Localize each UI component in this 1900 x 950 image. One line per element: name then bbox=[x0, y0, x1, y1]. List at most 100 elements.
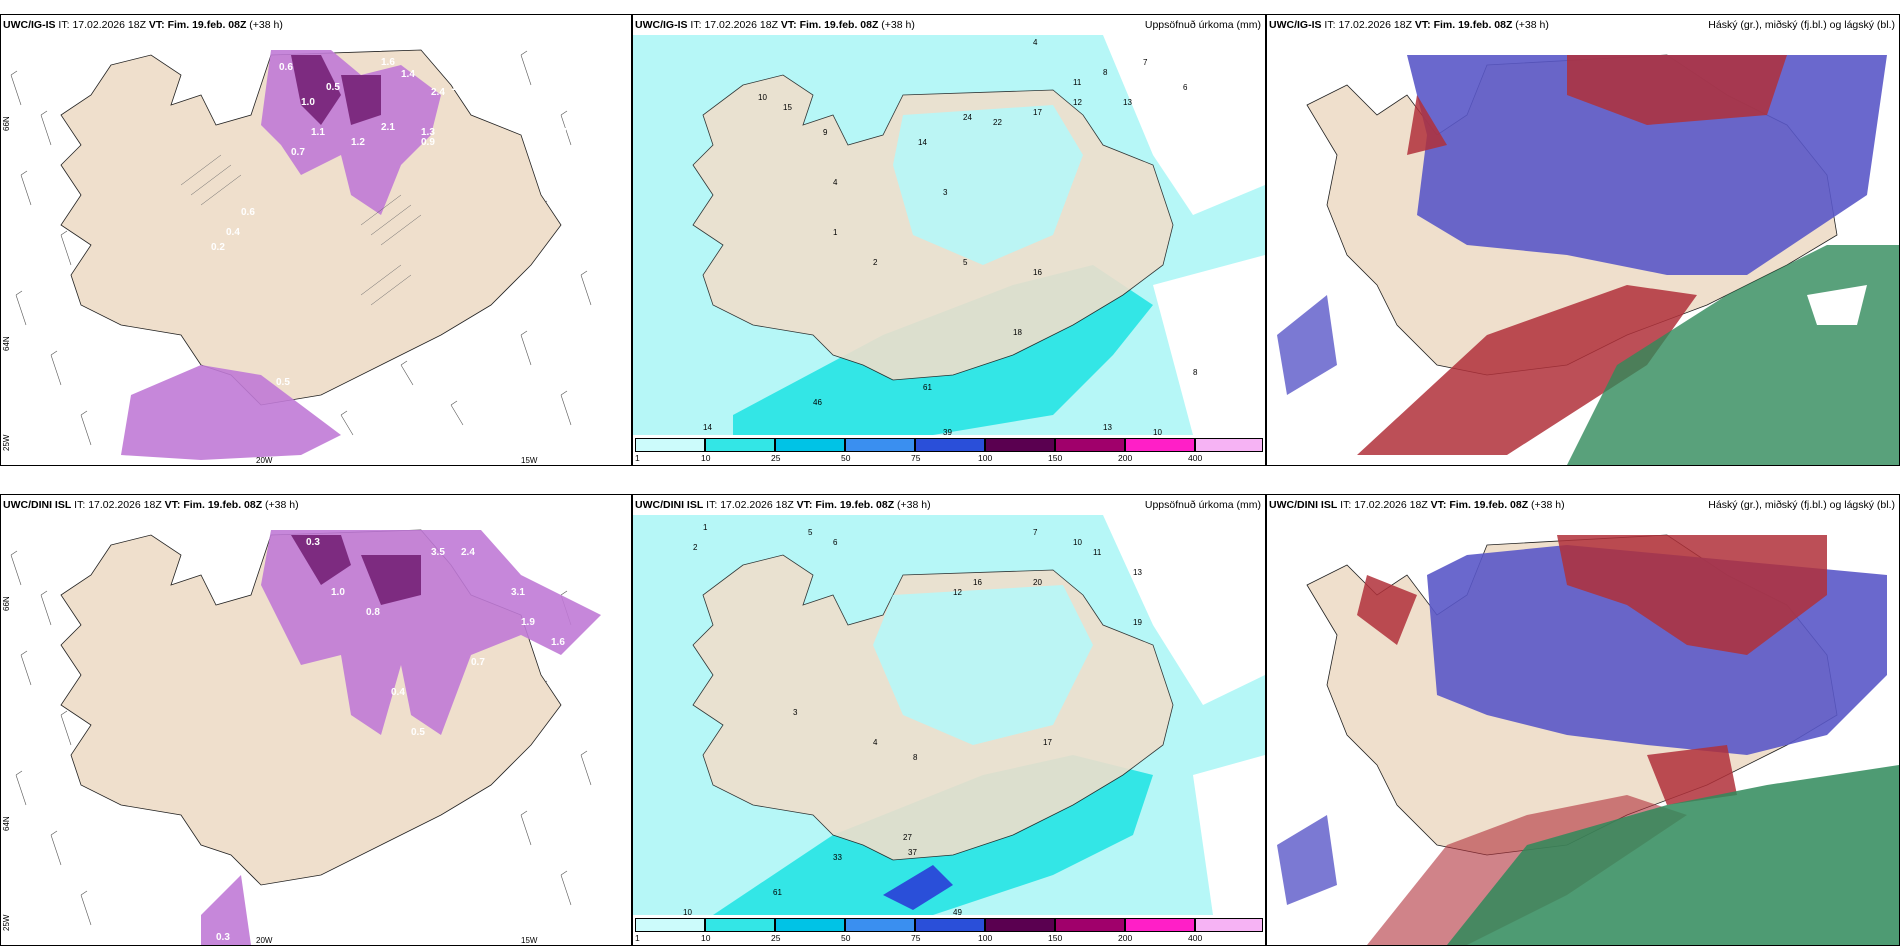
vt-label: VT: bbox=[1430, 499, 1447, 511]
it-label: IT: bbox=[690, 19, 702, 31]
colorbar-tick: 10 bbox=[701, 933, 711, 943]
lead-time: (+38 h) bbox=[1531, 499, 1565, 511]
svg-text:2: 2 bbox=[873, 258, 878, 267]
svg-text:13: 13 bbox=[1123, 98, 1132, 107]
panel-title: UWC/IG-IS IT: 17.02.2026 18Z VT: Fim. 19… bbox=[1269, 16, 1897, 34]
svg-text:0.8: 0.8 bbox=[366, 607, 380, 618]
lead-time: (+38 h) bbox=[881, 19, 915, 31]
svg-text:0.3: 0.3 bbox=[216, 932, 230, 943]
svg-text:18: 18 bbox=[1013, 328, 1022, 337]
grid-labels: 66N 64N 25W 20W 15W bbox=[2, 596, 538, 945]
model-name: UWC/IG-IS bbox=[635, 19, 688, 31]
svg-text:20: 20 bbox=[1033, 578, 1042, 587]
value-labels: 1 2 5 6 7 10 11 13 20 16 12 19 17 27 37 … bbox=[683, 523, 1142, 915]
vt-label: VT: bbox=[780, 19, 797, 31]
vt-label: VT: bbox=[164, 499, 181, 511]
svg-text:19: 19 bbox=[1133, 618, 1142, 627]
svg-text:0.5: 0.5 bbox=[536, 115, 550, 126]
colorbar-seg-2 bbox=[705, 438, 775, 452]
svg-text:3.5: 3.5 bbox=[431, 547, 445, 558]
svg-text:15W: 15W bbox=[521, 456, 538, 465]
lead-time: (+38 h) bbox=[1515, 19, 1549, 31]
init-time: 17.02.2026 18Z bbox=[704, 19, 778, 31]
svg-text:0.6: 0.6 bbox=[281, 457, 295, 465]
colorbar-seg-6 bbox=[985, 918, 1055, 932]
svg-text:0.7: 0.7 bbox=[471, 657, 485, 668]
value-labels: 4 8 7 6 11 12 13 14 10 15 24 22 17 9 3 4… bbox=[703, 38, 1198, 435]
map-cloud-layers bbox=[1267, 515, 1899, 945]
svg-text:1.2: 1.2 bbox=[351, 137, 365, 148]
svg-text:0.3: 0.3 bbox=[546, 157, 560, 168]
colorbar-seg-9 bbox=[1195, 918, 1263, 932]
svg-text:66N: 66N bbox=[2, 596, 11, 611]
svg-text:4: 4 bbox=[833, 178, 838, 187]
panel-r1-clouds-precip: UWC/IG-IS IT: 17.02.2026 18Z VT: Fim. 19… bbox=[0, 14, 632, 466]
it-label: IT: bbox=[58, 19, 70, 31]
panel-title: UWC/IG-IS IT: 17.02.2026 18Z VT: Fim. 19… bbox=[635, 16, 1263, 34]
model-name: UWC/DINI ISL bbox=[1269, 499, 1338, 511]
map-cloud-layers bbox=[1267, 35, 1899, 465]
vt-label: VT: bbox=[1414, 19, 1431, 31]
lead-time: (+38 h) bbox=[249, 19, 283, 31]
svg-text:8: 8 bbox=[1193, 368, 1198, 377]
colorbar-seg-8 bbox=[1125, 438, 1195, 452]
svg-text:10: 10 bbox=[1153, 428, 1162, 435]
svg-text:49: 49 bbox=[953, 908, 962, 915]
svg-text:0.4: 0.4 bbox=[226, 227, 240, 238]
svg-text:5: 5 bbox=[963, 258, 968, 267]
colorbar-seg-9 bbox=[1195, 438, 1263, 452]
svg-text:11: 11 bbox=[1093, 548, 1102, 557]
value-labels: 0.6 1.6 1.4 1.0 0.5 2.4 1.8 0.5 0.5 0.7 … bbox=[211, 57, 567, 465]
vt-label: VT: bbox=[796, 499, 813, 511]
svg-text:16: 16 bbox=[973, 578, 982, 587]
vt-label: VT: bbox=[148, 19, 165, 31]
svg-text:24: 24 bbox=[963, 113, 972, 122]
colorbar-tick: 100 bbox=[978, 933, 993, 943]
svg-text:3.1: 3.1 bbox=[511, 587, 525, 598]
colorbar-seg-1 bbox=[635, 918, 705, 932]
svg-text:13: 13 bbox=[1133, 568, 1142, 577]
colorbar: 1 10 25 50 75 100 150 200 400 bbox=[633, 917, 1265, 945]
svg-text:17: 17 bbox=[1033, 108, 1042, 117]
svg-text:61: 61 bbox=[773, 888, 782, 897]
svg-text:0.6: 0.6 bbox=[241, 207, 255, 218]
svg-text:2.4: 2.4 bbox=[431, 87, 445, 98]
svg-text:0.3: 0.3 bbox=[306, 537, 320, 548]
svg-text:14: 14 bbox=[918, 138, 927, 147]
svg-text:10: 10 bbox=[683, 908, 692, 915]
colorbar-tick: 1 bbox=[635, 933, 640, 943]
svg-text:25W: 25W bbox=[2, 434, 11, 451]
colorbar-tick: 25 bbox=[771, 453, 781, 463]
svg-text:22: 22 bbox=[993, 118, 1002, 127]
init-time: 17.02.2026 18Z bbox=[720, 499, 794, 511]
colorbar-seg-4 bbox=[845, 918, 915, 932]
init-time: 17.02.2026 18Z bbox=[1338, 19, 1412, 31]
svg-text:7: 7 bbox=[1033, 528, 1038, 537]
valid-time: Fim. 19.feb. 08Z bbox=[799, 19, 879, 31]
colorbar-seg-8 bbox=[1125, 918, 1195, 932]
svg-text:0.2: 0.2 bbox=[211, 242, 225, 253]
valid-time: Fim. 19.feb. 08Z bbox=[1449, 499, 1529, 511]
svg-text:61: 61 bbox=[923, 383, 932, 392]
svg-text:9: 9 bbox=[823, 128, 828, 137]
colorbar: 1 10 25 50 75 100 150 200 400 bbox=[633, 437, 1265, 465]
colorbar-tick: 150 bbox=[1048, 933, 1063, 943]
precip-areas bbox=[121, 50, 441, 460]
it-label: IT: bbox=[1340, 499, 1352, 511]
svg-text:0.7: 0.7 bbox=[291, 147, 305, 158]
panel-title: UWC/IG-IS IT: 17.02.2026 18Z VT: Fim. 19… bbox=[3, 16, 629, 34]
svg-text:2.4: 2.4 bbox=[461, 547, 475, 558]
model-name: UWC/DINI ISL bbox=[635, 499, 704, 511]
panel-r1-cloud-layers: UWC/IG-IS IT: 17.02.2026 18Z VT: Fim. 19… bbox=[1266, 14, 1900, 466]
init-time: 17.02.2026 18Z bbox=[72, 19, 146, 31]
colorbar-seg-3 bbox=[775, 918, 845, 932]
svg-text:1.6: 1.6 bbox=[551, 637, 565, 648]
colorbar-tick: 400 bbox=[1188, 453, 1203, 463]
svg-text:8: 8 bbox=[913, 753, 918, 762]
svg-text:46: 46 bbox=[813, 398, 822, 407]
svg-text:27: 27 bbox=[903, 833, 912, 842]
colorbar-seg-6 bbox=[985, 438, 1055, 452]
wind-barbs bbox=[10, 50, 592, 446]
colorbar-seg-3 bbox=[775, 438, 845, 452]
panel-right-title: Uppsöfnuð úrkoma (mm) bbox=[1144, 499, 1261, 511]
